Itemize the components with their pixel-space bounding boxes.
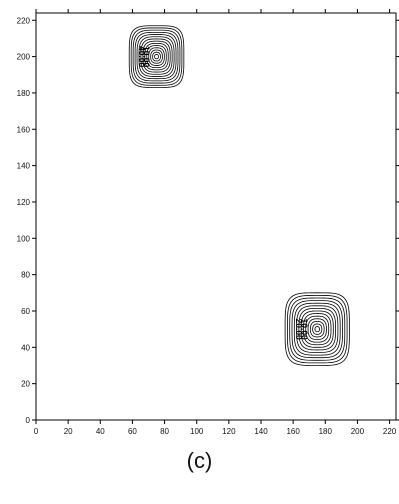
contour-line	[154, 53, 159, 60]
y-tick-label: 100	[17, 234, 31, 243]
x-tick-label: 140	[254, 427, 268, 436]
contour-line	[150, 49, 163, 64]
contour-line	[296, 305, 339, 353]
x-tick-label: 100	[190, 427, 204, 436]
x-tick-label: 20	[64, 427, 73, 436]
contour-line	[286, 295, 348, 364]
axis-ticks: 0 20 40 60 80 100 120 140 160 180 200 220 0 20 40 60 80 1…	[17, 9, 399, 436]
contour-line	[305, 315, 330, 343]
y-tick-label: 80	[21, 271, 30, 280]
y-tick-label: 20	[21, 380, 30, 389]
contour-line	[303, 313, 332, 346]
y-tick-label: 140	[17, 162, 31, 171]
y-tick-label: 60	[21, 307, 30, 316]
y-tick-label: 220	[17, 16, 31, 25]
y-tick-label: 180	[17, 89, 31, 98]
x-tick-label: 160	[286, 427, 300, 436]
contour-line	[138, 36, 175, 77]
contour-lines	[128, 25, 350, 366]
x-tick-label: 120	[222, 427, 236, 436]
contour-line	[134, 31, 179, 82]
contour-line	[298, 307, 337, 351]
contour-line	[312, 323, 323, 335]
x-tick-label: 80	[160, 427, 169, 436]
y-tick-label: 40	[21, 343, 30, 352]
contour-line	[128, 25, 185, 88]
contour-line	[130, 27, 183, 86]
contour-line	[309, 320, 325, 338]
contour-label: 40.00	[137, 46, 147, 68]
contour-line	[132, 29, 181, 84]
contour-label: 10.00	[299, 319, 309, 341]
x-tick-label: 0	[34, 427, 39, 436]
contour-line	[146, 45, 167, 69]
contour-label: 20.00	[294, 319, 304, 341]
contour-line	[140, 38, 173, 75]
contour-line	[314, 326, 320, 333]
plot-frame	[35, 12, 397, 421]
y-tick-label: 120	[17, 198, 31, 207]
y-tick-label: 160	[17, 125, 31, 134]
contour-label: 10.00	[142, 46, 152, 68]
contour-line	[289, 297, 346, 361]
contour-line	[307, 318, 327, 340]
x-tick-label: 220	[383, 427, 397, 436]
contour-line	[144, 42, 169, 71]
contour-line	[291, 300, 343, 359]
contour-line	[300, 310, 334, 348]
x-tick-label: 200	[351, 427, 365, 436]
contour-line	[148, 47, 165, 66]
contour-line	[142, 40, 171, 73]
contour-line	[136, 34, 177, 80]
x-tick-label: 40	[96, 427, 105, 436]
contour-line	[152, 51, 161, 62]
contour-line	[284, 292, 350, 366]
contour-line	[293, 302, 341, 356]
figure-caption: (c)	[186, 448, 213, 473]
x-tick-label: 180	[319, 427, 333, 436]
x-tick-label: 60	[128, 427, 137, 436]
y-tick-label: 0	[26, 416, 31, 425]
y-tick-label: 200	[17, 53, 31, 62]
